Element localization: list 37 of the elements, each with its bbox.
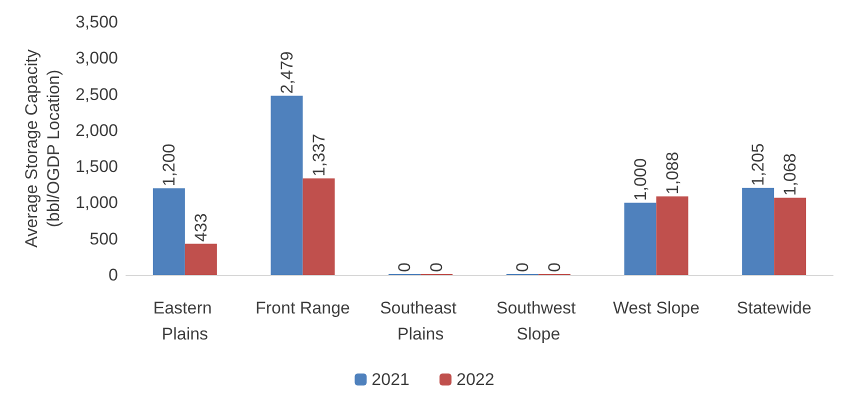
data-label: 0 [544, 262, 564, 272]
y-tick-label: 0 [108, 266, 118, 284]
y-tick-label: 1,000 [75, 193, 118, 212]
x-tick-label: Statewide [736, 298, 812, 318]
x-tick-label: Southeast Plains [380, 298, 462, 344]
data-label: 0 [512, 262, 532, 272]
bar [270, 96, 303, 275]
y-tick-label: 3,500 [75, 12, 118, 32]
y-tick-label: 500 [90, 229, 118, 248]
data-label: 1,000 [630, 158, 650, 201]
bar [624, 202, 656, 275]
x-tick-label: West Slope [612, 298, 700, 318]
bar [656, 196, 688, 275]
data-label: 0 [427, 262, 446, 272]
bar [742, 188, 774, 275]
bar [184, 244, 217, 275]
bar [302, 178, 335, 275]
data-label: 0 [395, 262, 414, 272]
y-axis-title: Average Storage Capacity (bbl/OGDP Location) [22, 48, 64, 248]
data-label: 1,200 [159, 144, 178, 186]
data-label: 2,479 [277, 51, 296, 94]
y-tick-label: 2,500 [75, 84, 118, 104]
y-tick-label: 3,000 [75, 48, 118, 68]
legend-label: 2022 [456, 370, 494, 389]
x-tick-label: Eastern Plains [153, 298, 217, 344]
data-label: 1,337 [309, 134, 328, 176]
y-tick-label: 2,000 [75, 120, 118, 140]
y-tick-label: 1,500 [75, 157, 118, 176]
data-label: 1,205 [748, 143, 768, 186]
x-tick-label: Southwest Slope [496, 298, 580, 344]
data-label: 433 [191, 213, 210, 242]
data-label: 1,068 [780, 153, 800, 196]
bar [774, 198, 806, 275]
data-label: 1,088 [662, 152, 682, 194]
bar [152, 188, 185, 275]
x-tick-label: Front Range [256, 298, 350, 318]
legend-label: 2021 [372, 370, 410, 389]
